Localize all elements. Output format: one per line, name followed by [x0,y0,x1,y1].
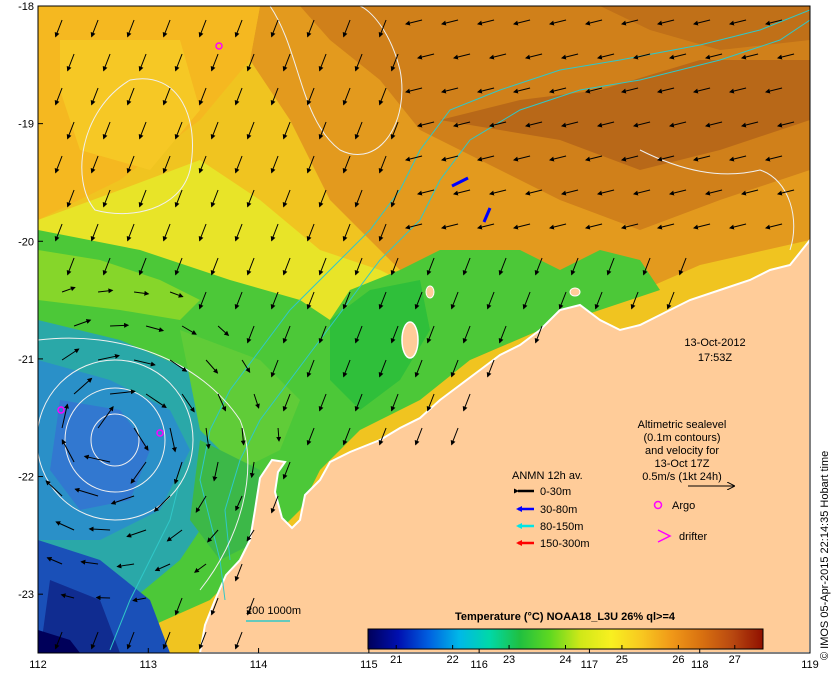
x-tick-label: 112 [29,659,47,671]
x-tick-label: 117 [581,659,599,671]
svg-text:80-150m: 80-150m [540,521,583,533]
y-tick-label: -18 [18,1,34,13]
svg-text:0-30m: 0-30m [540,486,571,498]
x-tick-label: 116 [470,659,488,671]
colorbar-tick-label: 21 [390,654,402,666]
altimetry-line-1: Altimetric sealevel [638,419,727,431]
colorbar-tick-label: 23 [503,654,515,666]
x-tick-label: 113 [140,659,158,671]
svg-text:150-300m: 150-300m [540,538,590,550]
colorbar-tick-label: 25 [616,654,628,666]
x-tick-label: 114 [250,659,268,671]
svg-text:Argo: Argo [672,500,695,512]
altimetry-scale-label: 0.5m/s (1kt 24h) [642,471,721,483]
x-tick-label: 115 [360,659,378,671]
y-tick-label: -19 [18,119,34,131]
altimetry-line-3: and velocity for [645,445,719,457]
legend-title: ANMN 12h av. [512,470,583,482]
colorbar-tick-label: 27 [729,654,741,666]
colorbar-tick-label: 26 [672,654,684,666]
x-tick-label: 118 [691,659,709,671]
bathymetry-label: 200 1000m [246,605,301,617]
altimetry-line-4: 13-Oct 17Z [654,458,709,470]
y-tick-label: -22 [18,472,34,484]
x-tick-label: 119 [801,659,819,671]
colorbar-tick-label: 24 [559,654,571,666]
y-tick-label: -23 [18,589,34,601]
y-tick-label: -20 [18,236,34,248]
svg-text:drifter: drifter [679,531,707,543]
date-text: 13-Oct-2012 [684,337,745,349]
colorbar-title: Temperature (°C) NOAA18_L3U 26% ql>=4 [455,611,676,623]
colorbar-tick-label: 22 [447,654,459,666]
y-tick-label: -21 [18,354,34,366]
svg-text:30-80m: 30-80m [540,504,577,516]
altimetry-line-2: (0.1m contours) [643,432,720,444]
time-text: 17:53Z [698,352,733,364]
credit-text: © IMOS 05-Apr-2015 22:14:35 Hobart time [819,451,831,660]
